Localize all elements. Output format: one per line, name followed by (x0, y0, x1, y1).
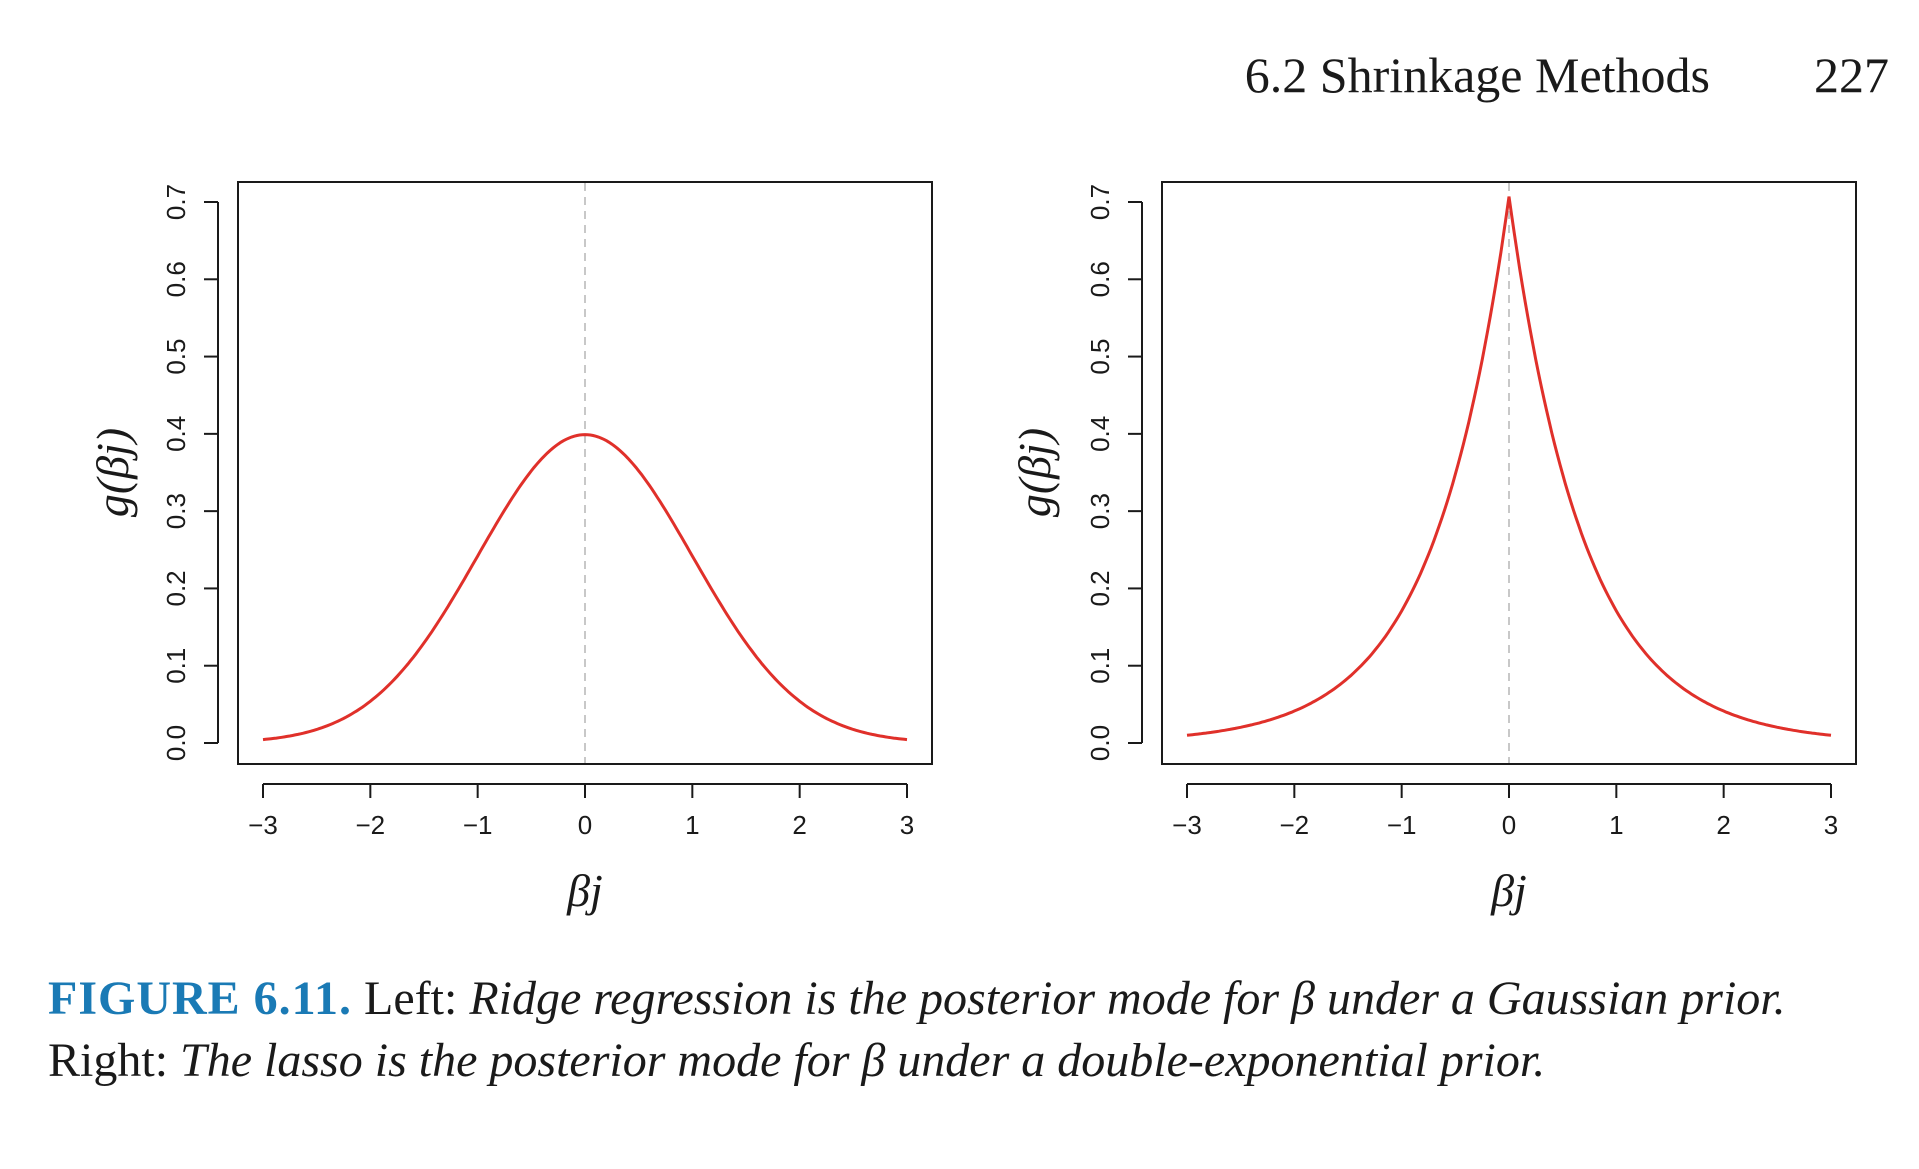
x-tick-label: −1 (1387, 810, 1417, 840)
y-tick-label: 0.3 (161, 493, 191, 529)
x-tick-label: −3 (1172, 810, 1202, 840)
y-tick-label: 0.5 (161, 338, 191, 374)
x-tick-label: 0 (1502, 810, 1516, 840)
page-number: 227 (1814, 47, 1889, 103)
y-tick-label: 0.7 (1085, 184, 1115, 220)
y-tick-label: 0.3 (1085, 493, 1115, 529)
y-tick-label: 0.1 (161, 648, 191, 684)
x-tick-label: −3 (248, 810, 278, 840)
caption-right-text: The lasso is the posterior mode for β un… (180, 1034, 1546, 1087)
y-tick-label: 0.2 (1085, 570, 1115, 606)
y-tick-label: 0.6 (1085, 261, 1115, 297)
x-tick-label: 2 (792, 810, 806, 840)
y-tick-label: 0.4 (1085, 416, 1115, 452)
y-tick-label: 0.5 (1085, 338, 1115, 374)
x-tick-label: −2 (356, 810, 386, 840)
figure-caption: FIGURE 6.11. Left: Ridge regression is t… (48, 968, 1888, 1092)
x-tick-label: 3 (1824, 810, 1838, 840)
y-axis-label: g(βj) (87, 428, 138, 517)
density-curve (1186, 196, 1832, 737)
figure-6-11: −3 −2 −1 0 1 2 3 0.0 0.1 0.2 0.3 0.4 0.5 0.6 0.7 βj g(βj… (87, 181, 1857, 916)
caption-left-text: Ridge regression is the posterior mode f… (469, 972, 1786, 1025)
y-tick-label: 0.7 (161, 184, 191, 220)
y-tick-label: 0.6 (161, 261, 191, 297)
y-tick-label: 0.0 (161, 725, 191, 761)
x-axis-label: βj (1490, 865, 1527, 916)
caption-right-word: Right: (48, 1034, 169, 1087)
x-tick-label: 2 (1716, 810, 1730, 840)
plot-frame (237, 181, 933, 765)
plot-frame (1161, 181, 1857, 765)
chart-panel-right: −3 −2 −1 0 1 2 3 0.0 0.1 0.2 0.3 0.4 0.5 0.6 0.7 βj g(βj… (1009, 181, 1857, 916)
y-tick-label: 0.1 (1085, 648, 1115, 684)
y-axis-label: g(βj) (1009, 428, 1060, 517)
x-tick-label: −1 (463, 810, 493, 840)
section-title: 6.2 Shrinkage Methods (1244, 47, 1710, 103)
y-tick-label: 0.0 (1085, 725, 1115, 761)
y-tick-label: 0.4 (161, 416, 191, 452)
density-curve (262, 433, 908, 742)
x-tick-label: 3 (900, 810, 914, 840)
figure-label: FIGURE 6.11. (48, 972, 353, 1025)
caption-left-word: Left: (364, 972, 458, 1025)
x-axis-label: βj (566, 865, 603, 916)
chart-panel-left: −3 −2 −1 0 1 2 3 0.0 0.1 0.2 0.3 0.4 0.5 0.6 0.7 βj g(βj… (87, 181, 933, 916)
y-tick-label: 0.2 (161, 570, 191, 606)
x-tick-label: 1 (1609, 810, 1623, 840)
x-tick-label: 0 (578, 810, 592, 840)
running-head: 6.2 Shrinkage Methods 227 (1245, 46, 1889, 104)
x-tick-label: −2 (1280, 810, 1310, 840)
x-tick-label: 1 (685, 810, 699, 840)
